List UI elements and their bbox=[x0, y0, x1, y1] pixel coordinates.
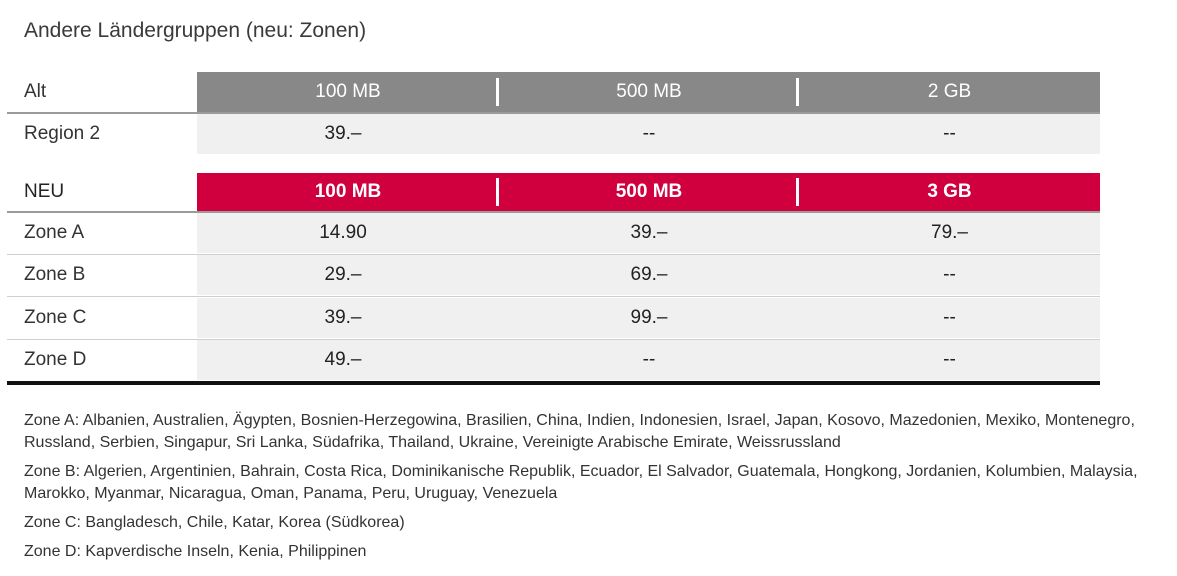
cell-value: -- bbox=[943, 349, 956, 370]
new-header-label: NEU bbox=[24, 181, 65, 202]
cell-value: 39.– bbox=[324, 307, 362, 328]
row-label: Zone A bbox=[24, 222, 85, 243]
row-label: Zone C bbox=[24, 307, 87, 328]
new-col-100mb: 100 MB bbox=[314, 181, 382, 202]
cell-value: -- bbox=[943, 307, 956, 328]
page-title: Andere Ländergruppen (neu: Zonen) bbox=[24, 19, 367, 42]
divider bbox=[7, 211, 1100, 213]
divider bbox=[7, 339, 1100, 340]
cell-value: -- bbox=[642, 349, 656, 370]
cell-value: -- bbox=[943, 123, 956, 144]
cell-value: 29.– bbox=[324, 264, 362, 285]
cell-value: 99.– bbox=[630, 307, 668, 328]
new-col-3gb: 3 GB bbox=[927, 181, 972, 202]
zone-c-note: Zone C: Bangladesch, Chile, Katar, Korea… bbox=[24, 514, 405, 531]
zone-d-note: Zone D: Kapverdische Inseln, Kenia, Phil… bbox=[24, 543, 367, 560]
column-separator bbox=[496, 178, 499, 206]
cell-value: -- bbox=[642, 123, 656, 144]
cell-value: 49.– bbox=[324, 349, 362, 370]
table-row: Zone C 39.– 99.– -- bbox=[7, 298, 1100, 338]
old-col-500mb: 500 MB bbox=[616, 81, 682, 102]
row-label: Zone B bbox=[24, 264, 86, 285]
divider bbox=[7, 296, 1100, 297]
column-separator bbox=[496, 78, 499, 106]
cell-value: 14.90 bbox=[319, 222, 367, 243]
column-separator bbox=[796, 78, 799, 106]
table-bottom-rule bbox=[7, 381, 1100, 385]
table-row: Zone A 14.90 39.– 79.– bbox=[7, 213, 1100, 253]
table-row: Zone B 29.– 69.– -- bbox=[7, 255, 1100, 295]
cell-value: -- bbox=[943, 264, 956, 285]
cell-value: 39.– bbox=[630, 222, 668, 243]
old-col-2gb: 2 GB bbox=[927, 81, 972, 102]
column-separator bbox=[796, 178, 799, 206]
row-label: Zone D bbox=[24, 349, 87, 370]
zone-a-note: Zone A: Albanien, Australien, Ägypten, B… bbox=[24, 412, 1135, 451]
zone-b-note: Zone B: Algerien, Argentinien, Bahrain, … bbox=[24, 463, 1138, 502]
zone-notes: Zone A: Albanien, Australien, Ägypten, B… bbox=[24, 410, 1174, 570]
old-col-100mb: 100 MB bbox=[315, 81, 381, 102]
cell-value: 39.– bbox=[324, 123, 362, 144]
table-row: Region 2 39.– -- -- bbox=[7, 114, 1100, 154]
old-header-label: Alt bbox=[24, 81, 47, 102]
cell-value: 69.– bbox=[630, 264, 668, 285]
cell-value: 79.– bbox=[931, 222, 968, 243]
new-table-header: NEU 100 MB 500 MB 3 GB bbox=[7, 173, 1100, 211]
divider bbox=[7, 254, 1100, 255]
table-row: Zone D 49.– -- -- bbox=[7, 340, 1100, 380]
divider bbox=[7, 112, 1100, 114]
row-label: Region 2 bbox=[24, 123, 101, 144]
old-table-header: Alt 100 MB 500 MB 2 GB bbox=[7, 72, 1100, 112]
new-col-500mb: 500 MB bbox=[615, 181, 683, 202]
